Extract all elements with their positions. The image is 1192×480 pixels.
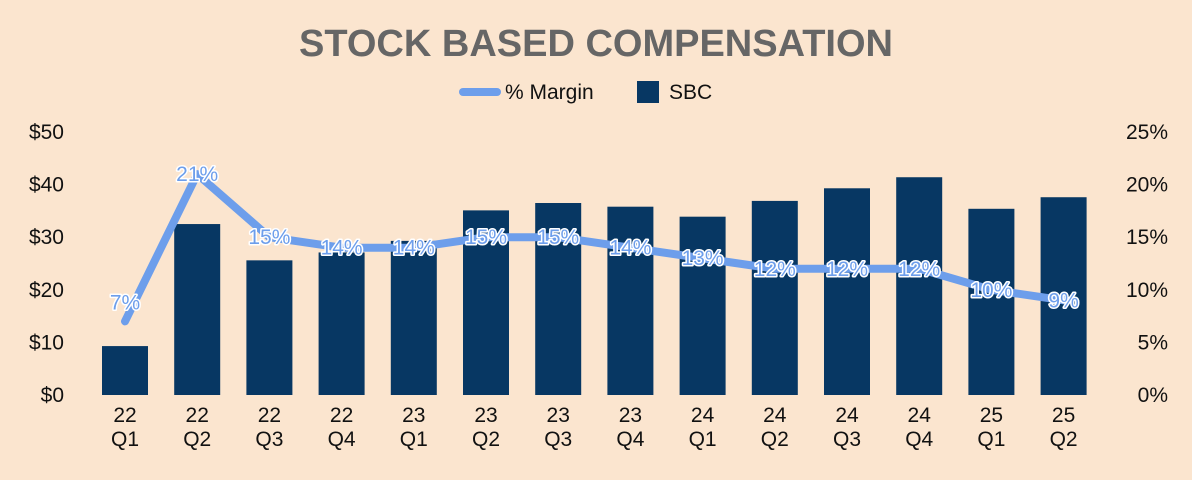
margin-data-label: 9% bbox=[1048, 289, 1078, 312]
right-tick-label: 10% bbox=[1126, 279, 1168, 302]
margin-data-label: 10% bbox=[970, 279, 1012, 302]
right-tick-label: 15% bbox=[1126, 226, 1168, 249]
left-tick-label: $10 bbox=[29, 331, 64, 354]
x-tick-label: 25 Q2 bbox=[1050, 404, 1078, 451]
right-tick-label: 25% bbox=[1126, 121, 1168, 144]
x-tick-label: 25 Q1 bbox=[977, 404, 1005, 451]
sbc-bar bbox=[102, 346, 148, 395]
margin-data-label: 15% bbox=[465, 226, 507, 249]
margin-data-label: 14% bbox=[609, 237, 651, 260]
x-tick-label: 23 Q4 bbox=[616, 404, 644, 451]
sbc-bar bbox=[607, 206, 654, 395]
right-axis: 0% 5% 10% 15% 20% 25% bbox=[1126, 121, 1168, 407]
left-tick-label: $50 bbox=[29, 121, 64, 144]
right-tick-label: 20% bbox=[1126, 174, 1168, 197]
margin-data-label: 13% bbox=[682, 247, 724, 270]
left-tick-label: $20 bbox=[29, 279, 64, 302]
x-tick-label: 24 Q1 bbox=[689, 404, 717, 451]
margin-data-label: 15% bbox=[537, 226, 579, 249]
x-tick-label: 22 Q3 bbox=[255, 404, 283, 451]
sbc-bar bbox=[968, 208, 1015, 395]
x-tick-label: 24 Q3 bbox=[833, 404, 861, 451]
legend-label-margin: % Margin bbox=[505, 81, 594, 104]
margin-series-line bbox=[121, 170, 1068, 326]
sbc-bar bbox=[318, 252, 365, 395]
margin-line bbox=[121, 170, 1068, 326]
sbc-bars bbox=[102, 177, 1087, 395]
x-tick-label: 22 Q1 bbox=[111, 404, 139, 451]
margin-data-label: 14% bbox=[393, 237, 435, 260]
left-tick-label: $30 bbox=[29, 226, 64, 249]
left-tick-label: $0 bbox=[41, 384, 64, 407]
legend: % Margin SBC bbox=[459, 81, 712, 104]
x-tick-label: 22 Q4 bbox=[328, 404, 356, 451]
sbc-bar bbox=[390, 240, 437, 395]
sbc-bar bbox=[174, 224, 221, 395]
legend-label-sbc: SBC bbox=[669, 81, 712, 104]
sbc-bar bbox=[246, 260, 293, 395]
left-axis: $0 $10 $20 $30 $40 $50 bbox=[29, 121, 64, 407]
chart-title: STOCK BASED COMPENSATION bbox=[299, 23, 893, 65]
margin-data-label: 21% bbox=[176, 163, 218, 186]
x-axis: 22 Q1 22 Q2 22 Q3 22 Q4 23 Q1 23 Q2 23 Q3 23 Q4 24 Q1 24 Q2… bbox=[111, 404, 1078, 451]
legend-swatch-sbc bbox=[637, 81, 659, 103]
x-tick-label: 22 Q2 bbox=[183, 404, 211, 451]
x-tick-label: 23 Q2 bbox=[472, 404, 500, 451]
right-tick-label: 5% bbox=[1138, 331, 1168, 354]
sbc-bar bbox=[896, 177, 943, 395]
margin-data-label: 12% bbox=[898, 258, 940, 281]
margin-data-label: 14% bbox=[321, 237, 363, 260]
left-tick-label: $40 bbox=[29, 174, 64, 197]
margin-data-label: 15% bbox=[248, 226, 290, 249]
sbc-bar bbox=[824, 188, 870, 395]
right-tick-label: 0% bbox=[1138, 384, 1168, 407]
margin-data-label: 12% bbox=[754, 258, 796, 281]
margin-data-label: 12% bbox=[826, 258, 868, 281]
x-tick-label: 23 Q3 bbox=[544, 404, 572, 451]
sbc-bar bbox=[751, 200, 798, 395]
x-tick-label: 23 Q1 bbox=[400, 404, 428, 451]
x-tick-label: 24 Q4 bbox=[905, 404, 933, 451]
margin-data-label: 7% bbox=[110, 291, 140, 314]
sbc-bar bbox=[679, 216, 726, 395]
margin-labels: 7% 21% 15% 14% 14% 15% 15% 14% 13% 12% 12% 12% 10% 9% bbox=[108, 162, 1080, 316]
x-tick-label: 24 Q2 bbox=[761, 404, 789, 451]
